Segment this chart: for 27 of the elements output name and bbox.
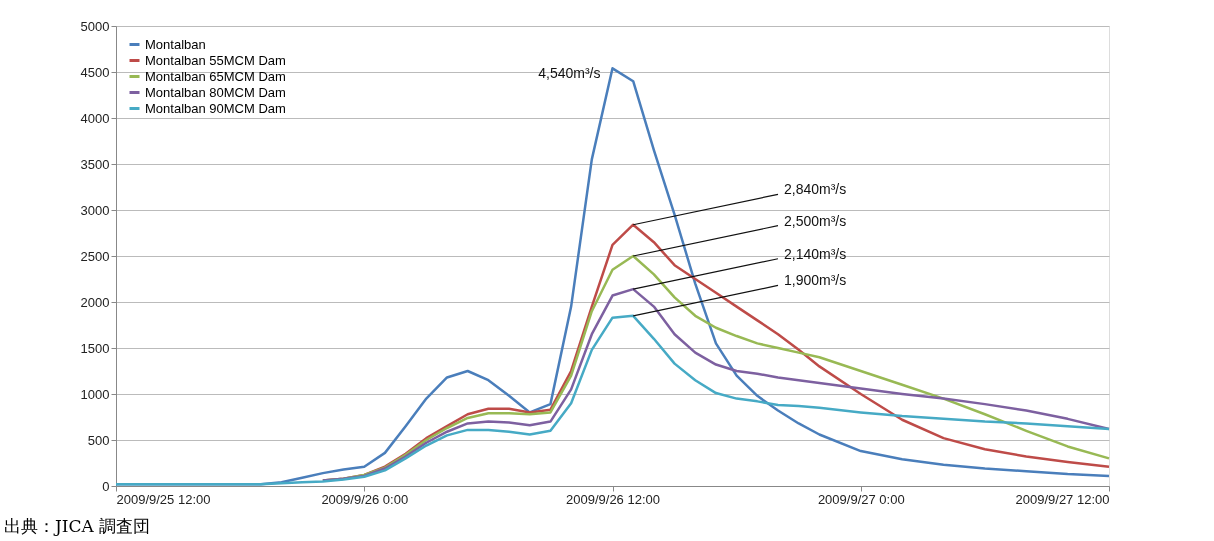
x-tick-label: 2009/9/26 12:00 <box>566 491 660 507</box>
legend-label: Montalban 55MCM Dam <box>145 52 286 68</box>
y-tick-label: 4500 <box>80 64 110 80</box>
annotation: 2,140m³/s <box>784 245 847 262</box>
annotation: 2,500m³/s <box>784 212 847 229</box>
y-tick-label: 4000 <box>80 110 110 126</box>
x-tick-label: 2009/9/27 0:00 <box>817 491 905 507</box>
x-tick-label: 2009/9/26 0:00 <box>321 491 409 507</box>
y-tick-label: 1500 <box>80 340 110 356</box>
y-tick-label: 0 <box>102 478 110 494</box>
x-tick-label: 2009/9/27 12:00 <box>1015 491 1110 507</box>
y-tick-label: 3000 <box>80 202 110 218</box>
y-tick-label: 2000 <box>80 294 110 310</box>
y-tick-label: 5000 <box>80 18 110 34</box>
legend-label: Montalban 65MCM Dam <box>145 68 286 84</box>
annotation: 4,540m³/s <box>538 65 601 82</box>
x-tick-label: 2009/9/25 12:00 <box>116 491 211 507</box>
annotation: 1,900m³/s <box>784 272 847 289</box>
y-tick-label: 2500 <box>80 248 110 264</box>
legend-label: Montalban 80MCM Dam <box>145 84 286 100</box>
legend-label: Montalban 90MCM Dam <box>145 100 286 116</box>
y-tick-label: 3500 <box>80 156 110 172</box>
y-tick-label: 500 <box>87 432 110 448</box>
source-note: 出典：JICA 調査団 <box>4 516 151 536</box>
y-tick-label: 1000 <box>80 386 110 402</box>
annotation: 2,840m³/s <box>784 181 847 198</box>
legend-label: Montalban <box>145 36 206 52</box>
